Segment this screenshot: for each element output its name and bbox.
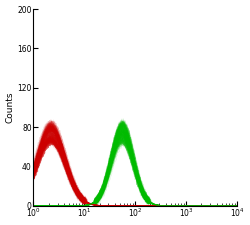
Y-axis label: Counts: Counts [6,92,15,123]
